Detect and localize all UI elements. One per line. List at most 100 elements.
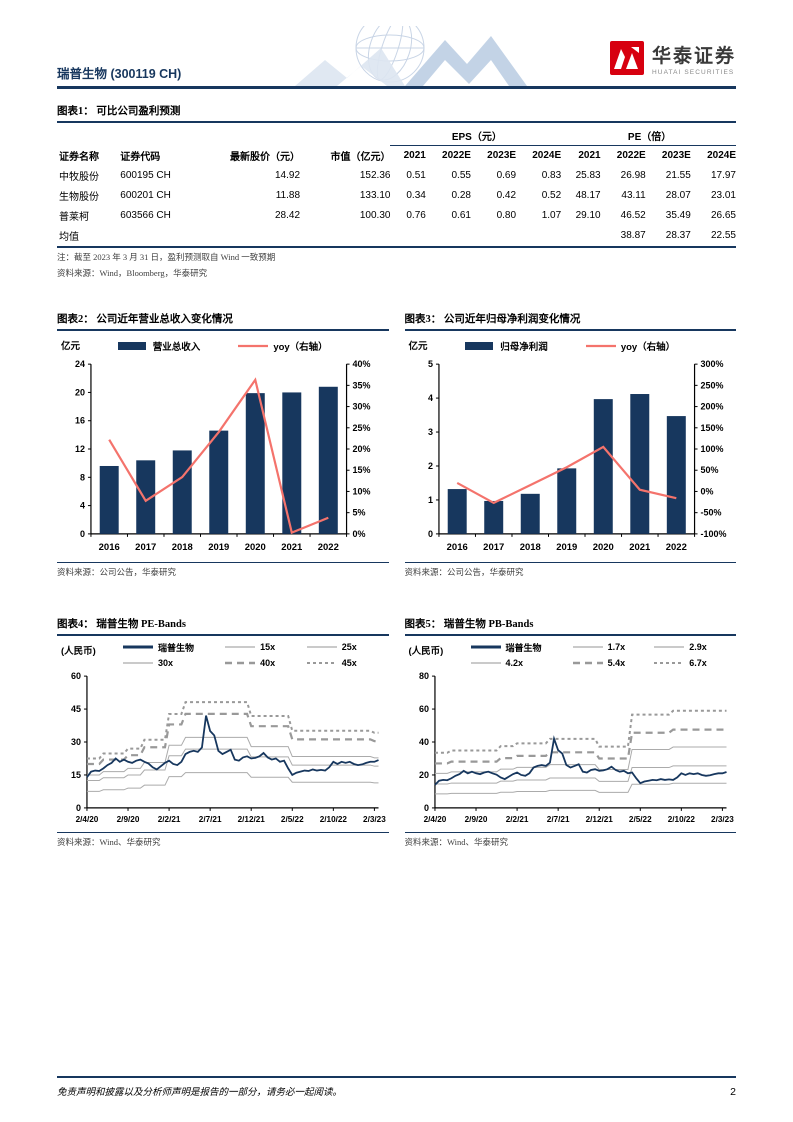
figure-2-revenue-chart: 图表2： 公司近年营业总收入变化情况 亿元 营业总收入 yoy（右轴） 0 4 8 12 1… xyxy=(57,311,389,578)
figure-1-table-section: 图表1： 可比公司盈利预测 EPS（元） PE（倍） 证券名称 证券代码 最新股价（元）… xyxy=(57,103,736,279)
table-column-header: 2023E xyxy=(487,150,517,162)
figure-2-title: 图表2： 公司近年营业总收入变化情况 xyxy=(57,313,233,325)
table-column-header: 2024E xyxy=(707,150,736,162)
legend-item: 40x xyxy=(225,658,307,668)
svg-text:0: 0 xyxy=(423,802,428,812)
legend-item: 30x xyxy=(123,658,225,668)
table-cell: 0.34 xyxy=(406,190,426,201)
band-line-5.4x xyxy=(434,728,727,765)
table-cell xyxy=(300,226,390,247)
table-cell: 0.69 xyxy=(496,170,517,181)
legend-item: 瑞普生物 xyxy=(470,641,573,654)
figure-2-source: 资料来源：公司公告，华泰研究 xyxy=(57,561,389,578)
report-title: 瑞普生物 (300119 CH) xyxy=(57,67,182,81)
svg-text:2/12/21: 2/12/21 xyxy=(238,814,266,823)
legend-label: 营业总收入 xyxy=(152,341,201,353)
table-column-header: 最新股价（元） xyxy=(230,152,301,163)
svg-text:8: 8 xyxy=(80,472,85,482)
solid-legend-swatch xyxy=(123,661,153,664)
svg-text:2/4/20: 2/4/20 xyxy=(76,814,99,823)
table-cell xyxy=(195,226,300,247)
table-cell: 生物股份 xyxy=(59,192,99,203)
figure-5-pb-bands-chart: 图表5： 瑞普生物 PB-Bands (人民币) 瑞普生物 1.7x 2.9x 4.2x… xyxy=(404,616,736,848)
legend-label: 4.2x xyxy=(505,657,524,668)
header-rule xyxy=(57,86,736,89)
table-cell: 29.10 xyxy=(575,210,601,221)
table-cell: 100.30 xyxy=(359,210,391,221)
bar-2017 xyxy=(483,500,503,534)
brand-name-cn: 华泰证券 xyxy=(651,45,736,67)
table-cell: 26.65 xyxy=(710,210,736,221)
solid-legend-swatch xyxy=(306,646,337,648)
charts-grid: 图表2： 公司近年营业总收入变化情况 亿元 营业总收入 yoy（右轴） 0 4 8 12 1… xyxy=(57,297,736,848)
bar-2022 xyxy=(318,386,338,534)
figure-3-source: 资料来源：公司公告，华泰研究 xyxy=(404,561,736,578)
table-row: 生物股份 600201 CH 11.88 133.10 0.34 0.28 0.42 0.52… xyxy=(57,186,736,206)
svg-text:250%: 250% xyxy=(700,380,723,390)
bar-2021 xyxy=(282,391,302,534)
line-legend-swatch xyxy=(585,344,616,347)
table-row: 均值 38.87 28.37 22.55 xyxy=(57,226,736,247)
yoy-line xyxy=(456,444,677,504)
legend-label: 5.4x xyxy=(607,657,626,668)
svg-text:35%: 35% xyxy=(353,380,371,390)
svg-text:2/5/22: 2/5/22 xyxy=(628,814,651,823)
legend-label: 25x xyxy=(341,642,357,652)
svg-text:2018: 2018 xyxy=(172,541,193,552)
legend-label: 归母净利润 xyxy=(500,341,548,353)
svg-text:15%: 15% xyxy=(353,465,371,475)
legend-label: 2.9x xyxy=(689,642,707,652)
legend-item: 15x xyxy=(225,641,307,654)
dash2-legend-swatch xyxy=(306,661,337,664)
axis-unit-label: (人民币) xyxy=(61,645,96,657)
table-cell: 26.98 xyxy=(620,170,646,181)
band-line-6.7x xyxy=(434,709,727,754)
price-line xyxy=(86,714,379,778)
table-cell: 0.51 xyxy=(406,170,426,181)
dash1-legend-swatch xyxy=(572,661,603,664)
table-cell: 38.87 xyxy=(620,230,646,241)
huatai-logo-icon xyxy=(609,41,644,75)
legend-label: 瑞普生物 xyxy=(158,642,195,653)
svg-text:30: 30 xyxy=(71,737,81,747)
svg-text:2022: 2022 xyxy=(318,541,339,552)
table-cell: 23.01 xyxy=(710,190,736,201)
table-column-header: 2021 xyxy=(403,150,426,162)
svg-text:5%: 5% xyxy=(353,507,366,517)
figure-3-title: 图表3： 公司近年归母净利润变化情况 xyxy=(404,313,581,325)
svg-text:0: 0 xyxy=(76,802,81,812)
svg-text:2/2/21: 2/2/21 xyxy=(158,814,181,823)
bar-2019 xyxy=(209,430,229,534)
table-cell: 0.80 xyxy=(496,210,517,221)
svg-text:2/7/21: 2/7/21 xyxy=(199,814,222,823)
table-source: 资料来源：Wind，Bloomberg，华泰研究 xyxy=(57,267,208,278)
svg-text:2/9/20: 2/9/20 xyxy=(464,814,487,823)
header-watermark-graphic xyxy=(295,26,527,86)
svg-text:40: 40 xyxy=(418,737,428,747)
price-legend-swatch xyxy=(470,645,501,649)
svg-text:2017: 2017 xyxy=(483,541,504,552)
table-column-header: 2023E xyxy=(661,150,691,162)
legend-item: 1.7x xyxy=(572,641,655,654)
svg-text:45: 45 xyxy=(71,704,81,714)
table-cell xyxy=(426,226,471,247)
legend-item: 2.9x xyxy=(654,641,736,654)
table-cell: 0.42 xyxy=(496,190,517,201)
svg-text:2020: 2020 xyxy=(592,541,613,552)
svg-text:20%: 20% xyxy=(353,444,371,454)
price-legend-swatch xyxy=(123,645,153,649)
table-row: 中牧股份 600195 CH 14.92 152.36 0.51 0.55 0.69 0.83… xyxy=(57,166,736,186)
legend-item: 5.4x xyxy=(572,657,655,668)
svg-text:2020: 2020 xyxy=(245,541,266,552)
table-cell: 普莱柯 xyxy=(59,212,89,223)
svg-text:2021: 2021 xyxy=(281,541,302,552)
table-cell: 28.37 xyxy=(665,230,691,241)
legend-label: 40x xyxy=(260,657,276,668)
table-cell: 11.88 xyxy=(275,190,301,201)
bar-2018 xyxy=(172,449,192,534)
yoy-line xyxy=(108,376,329,534)
table-cell xyxy=(390,226,425,247)
svg-text:4: 4 xyxy=(80,500,85,510)
figure-4-title: 图表4： 瑞普生物 PE-Bands xyxy=(57,618,186,630)
table-cell: 0.61 xyxy=(451,210,471,221)
